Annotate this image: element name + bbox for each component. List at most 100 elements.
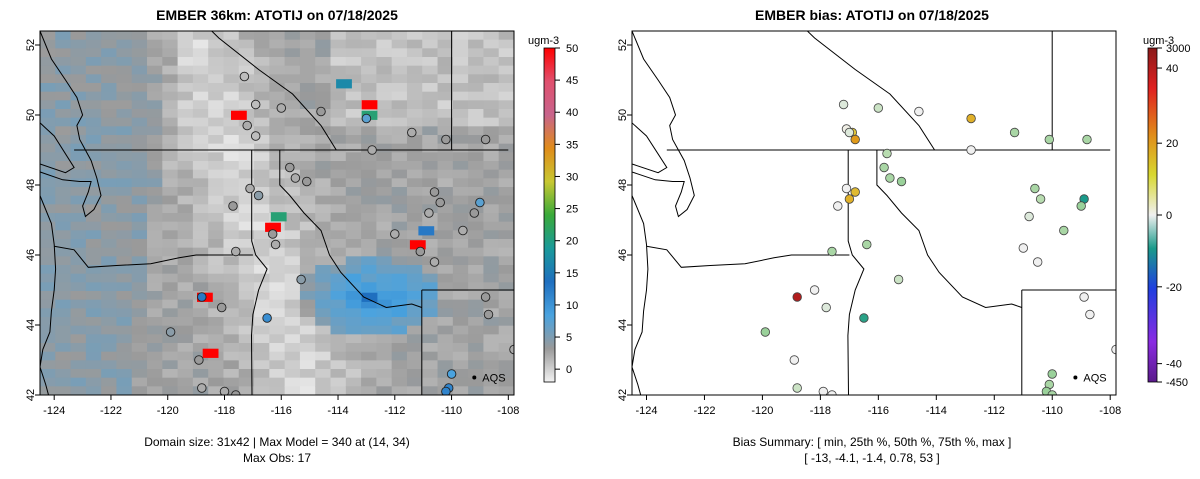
grid-cell: [116, 143, 133, 153]
grid-cell: [498, 386, 514, 395]
grid-cell: [330, 169, 347, 179]
grid-cell: [147, 204, 163, 214]
grid-cell: [177, 282, 194, 292]
grid-cell: [452, 100, 469, 110]
grid-cell: [131, 213, 148, 223]
grid-cell: [269, 39, 286, 49]
grid-cell: [208, 178, 225, 188]
grid-cell: [391, 282, 408, 292]
grid-cell: [116, 109, 133, 119]
grid-cell: [131, 187, 148, 197]
grid-cell: [269, 273, 286, 283]
grid-cell: [147, 57, 163, 67]
grid-cell: [70, 282, 87, 292]
grid-cell: [330, 135, 347, 145]
grid-cell: [437, 239, 454, 249]
grid-cell: [483, 100, 500, 110]
grid-cell: [437, 256, 454, 266]
grid-cell: [223, 282, 240, 292]
grid-cell: [254, 109, 270, 119]
grid-cell: [345, 169, 362, 179]
grid-cell: [361, 221, 377, 231]
grid-cell: [468, 308, 485, 318]
grid-cell: [70, 334, 87, 344]
grid-cell: [131, 299, 148, 309]
grid-cell: [422, 247, 439, 257]
grid-cell: [468, 256, 485, 266]
grid-cell: [345, 83, 362, 93]
grid-cell: [192, 74, 209, 84]
grid-cell: [452, 325, 469, 335]
grid-cell: [452, 117, 469, 127]
grid-cell: [391, 360, 408, 370]
bias-markers: AQS: [760, 99, 1116, 395]
grid-cell: [55, 213, 72, 223]
grid-cell: [147, 230, 163, 240]
grid-cell: [269, 100, 286, 110]
grid-cell: [101, 221, 118, 231]
grid-cell: [101, 109, 118, 119]
grid-cell: [254, 230, 270, 240]
grid-cell: [315, 213, 332, 223]
grid-cell: [238, 83, 255, 93]
grid-cell: [254, 221, 270, 231]
grid-cell: [437, 334, 454, 344]
grid-cell: [40, 221, 56, 231]
grid-cell: [192, 126, 209, 136]
observation-point: [290, 173, 301, 183]
grid-cell: [284, 291, 301, 301]
grid-cell: [85, 143, 102, 153]
grid-cell: [361, 386, 377, 395]
grid-cell: [437, 152, 454, 162]
grid-cell: [498, 360, 514, 370]
grid-cell: [177, 334, 194, 344]
hotspot-cell: [336, 79, 352, 89]
grid-cell: [468, 109, 485, 119]
grid-cell: [315, 57, 332, 67]
grid-cell: [468, 187, 485, 197]
colorbar-tick-label: 50: [566, 43, 578, 55]
grid-cell: [101, 48, 118, 58]
grid-cell: [55, 334, 72, 344]
grid-cell: [70, 152, 87, 162]
state-boundaries: [632, 31, 1116, 395]
grid-cell: [40, 230, 56, 240]
grid-cell: [483, 343, 500, 353]
grid-cell: [162, 265, 179, 275]
grid-cell: [177, 169, 194, 179]
right-colorbar-ticks: 3000 40 20 0 -20 -40 -450: [1157, 43, 1190, 389]
grid-cell: [284, 239, 301, 249]
grid-cell: [284, 256, 301, 266]
grid-cell: [116, 386, 133, 395]
grid-cell: [406, 230, 423, 240]
boundary-line: [876, 150, 1022, 309]
grid-cell: [452, 126, 469, 136]
grid-cell: [162, 74, 179, 84]
grid-cell: [55, 187, 72, 197]
grid-cell: [192, 247, 209, 257]
grid-cell: [208, 360, 225, 370]
grid-cell: [223, 291, 240, 301]
grid-cell: [254, 135, 270, 145]
grid-cell: [131, 282, 148, 292]
observation-point: [194, 355, 204, 365]
grid-cell: [376, 265, 393, 275]
grid-cell: [452, 213, 469, 223]
grid-cell: [40, 256, 56, 266]
grid-cell: [70, 213, 87, 223]
grid-cell: [391, 195, 408, 205]
grid-cell: [452, 273, 469, 283]
grid-cell: [437, 325, 454, 335]
grid-cell: [269, 265, 286, 275]
grid-cell: [299, 221, 316, 231]
grid-cell: [192, 143, 209, 153]
observation-point: [302, 176, 312, 187]
grid-cell: [284, 74, 301, 84]
grid-cell: [361, 360, 377, 370]
grid-cell: [330, 299, 347, 309]
colorbar-tick-label: 0: [1166, 210, 1172, 222]
grid-cell: [452, 317, 469, 327]
grid-cell: [376, 299, 393, 309]
grid-cell: [315, 334, 332, 344]
